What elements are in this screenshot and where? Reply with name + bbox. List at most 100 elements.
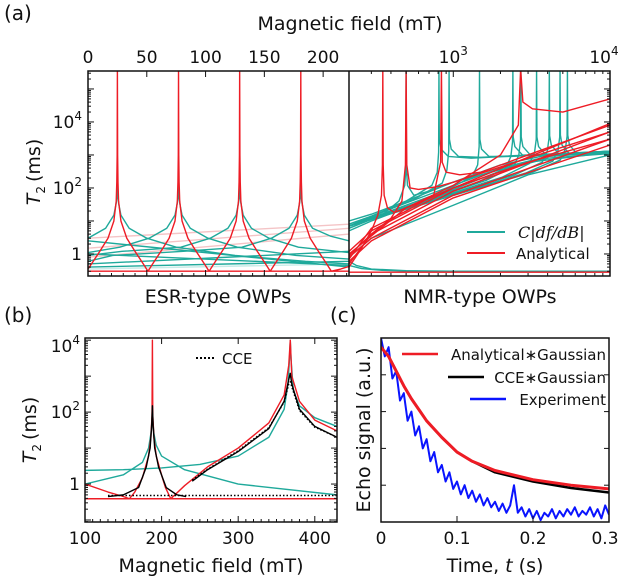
panel-label-a: (a)	[4, 1, 32, 25]
a-nmr-series-teal-1	[349, 264, 610, 272]
c-xtick-label-base: 0.1	[443, 529, 470, 549]
a-esr-xtick-label: 0	[83, 48, 94, 68]
a-ytick-label: 1	[71, 245, 82, 265]
a-ylabel-unit: (ms)	[23, 139, 45, 182]
a-esr-xtick-label-base: 0	[83, 48, 94, 68]
c-plot	[381, 338, 609, 522]
a-esr-series-faint_red-2	[88, 233, 349, 258]
c-xlabel-var: t	[505, 555, 514, 577]
b-xtick-label: 200	[145, 529, 177, 549]
a-nmr-xtick-label-base: 10	[439, 48, 461, 68]
a-ylabel-main: T	[23, 192, 45, 205]
b-ytick-label: 102	[51, 399, 80, 423]
a-nmr-series-red-19	[349, 122, 610, 252]
a-nmr-series-teal-8	[349, 71, 610, 227]
a-nmr-series-teal-9	[349, 71, 610, 227]
panel-label-c: (c)	[330, 303, 357, 327]
a-esr-series-red-17	[331, 265, 349, 272]
a-esr-label: ESR-type OWPs	[145, 286, 292, 308]
b-xtick-label: 300	[222, 529, 254, 549]
a-esr-series-teal-11	[88, 181, 349, 262]
a-ytick-label-base: 1	[71, 245, 82, 265]
c-ylabel: Echo signal (a.u.)	[353, 348, 375, 513]
c-xlabel-main: Time,	[446, 555, 506, 577]
a-nmr-plot	[349, 71, 610, 273]
a-esr-series-teal-7	[88, 260, 349, 268]
b-xtick-label-base: 200	[145, 529, 177, 549]
a-esr-xtick-label: 100	[189, 48, 221, 68]
b-series-black-dotted-7	[191, 381, 337, 481]
b-plot	[85, 339, 337, 500]
b-ytick-label: 104	[51, 333, 80, 357]
c-xtick-label-base: 0	[376, 529, 387, 549]
b-xlabel: Magnetic field (mT)	[118, 555, 303, 577]
a-esr-series-red-13	[88, 71, 149, 272]
c-legend-label-experiment: Experiment	[519, 391, 606, 409]
a-esr-series-teal-5	[88, 253, 349, 267]
a-nmr-series-teal-10	[349, 71, 610, 227]
b-ylabel: T2 (ms)	[19, 397, 44, 463]
a-nmr-xtick-label: 103	[439, 44, 468, 68]
a-ylabel: T2 (ms)	[23, 139, 48, 205]
c-xlabel: Time, t (s)	[446, 555, 544, 577]
a-nmr-label: NMR-type OWPs	[403, 286, 556, 308]
a-esr-xtick-label-base: 100	[189, 48, 221, 68]
b-series-teal-1	[85, 339, 337, 472]
a-esr-xtick-label: 50	[136, 48, 158, 68]
b-legend-label-cce: CCE	[222, 350, 252, 368]
c-legend: Analytical∗Gaussian CCE∗Gaussian Experim…	[402, 346, 606, 409]
b-series-black-5	[191, 372, 337, 482]
c-legend-label-cce: CCE∗Gaussian	[494, 369, 606, 387]
c-xtick-label: 0.1	[443, 529, 470, 549]
c-xtick-label-base: 0.3	[591, 529, 618, 549]
a-esr-xtick-label-base: 200	[307, 48, 339, 68]
a-nmr-xtick-label-base: 10	[589, 48, 611, 68]
b-ytick-label-exp: 2	[72, 399, 80, 413]
c-legend-label-analytical: Analytical∗Gaussian	[451, 346, 606, 364]
a-esr-plot	[88, 71, 349, 272]
b-ylabel-sub: 2	[30, 444, 44, 452]
a-nmr-xtick-label-exp: 4	[611, 44, 619, 58]
a-legend-label-cdfdb: C|df/dB|	[518, 223, 585, 242]
a-esr-xtick-label-base: 50	[136, 48, 158, 68]
b-xtick-label-base: 100	[69, 529, 101, 549]
b-ytick-label-base: 10	[51, 337, 73, 357]
a-nmr-series-red-17	[349, 138, 610, 258]
c-xtick-label: 0	[376, 529, 387, 549]
a-ytick-label-exp: 4	[74, 109, 82, 123]
a-ytick-label: 104	[53, 109, 82, 133]
a-esr-series-teal-9	[88, 181, 349, 260]
a-top-xlabel: Magnetic field (mT)	[257, 13, 442, 35]
b-legend: CCE	[196, 350, 252, 368]
a-esr-xtick-label: 200	[307, 48, 339, 68]
a-legend-label-analytical: Analytical	[516, 245, 590, 263]
a-nmr-series-red-23	[349, 71, 610, 260]
a-esr-xtick-label: 150	[248, 48, 280, 68]
b-ytick-label-base: 10	[51, 403, 73, 423]
a-nmr-series-red-20	[349, 144, 610, 262]
b-ylabel-main: T	[19, 450, 41, 463]
c-series-blue-0	[381, 338, 609, 522]
a-esr-series-faint_teal-3	[88, 263, 349, 270]
c-xtick-label: 0.3	[591, 529, 618, 549]
a-ytick-label-base: 10	[53, 179, 75, 199]
b-series-black-4	[107, 405, 187, 498]
b-xtick-label: 400	[299, 529, 331, 549]
a-nmr-series-red-21	[349, 71, 610, 268]
a-esr-series-red-16	[269, 71, 332, 272]
c-series-red-2	[381, 346, 609, 491]
b-ytick-label: 1	[69, 475, 80, 495]
a-ytick-label: 102	[53, 175, 82, 199]
a-esr-series-red-15	[208, 71, 271, 272]
a-ytick-label-exp: 2	[74, 175, 82, 189]
b-xtick-label-base: 300	[222, 529, 254, 549]
a-ytick-label-base: 10	[53, 113, 75, 133]
a-esr-series-red-14	[147, 71, 210, 272]
c-xtick-label-base: 0.2	[519, 529, 546, 549]
a-nmr-xtick-label-exp: 3	[460, 44, 468, 58]
b-series-teal-0	[85, 405, 337, 496]
a-legend: C|df/dB| Analytical	[467, 223, 590, 263]
a-nmr-series-teal-4	[349, 152, 610, 232]
